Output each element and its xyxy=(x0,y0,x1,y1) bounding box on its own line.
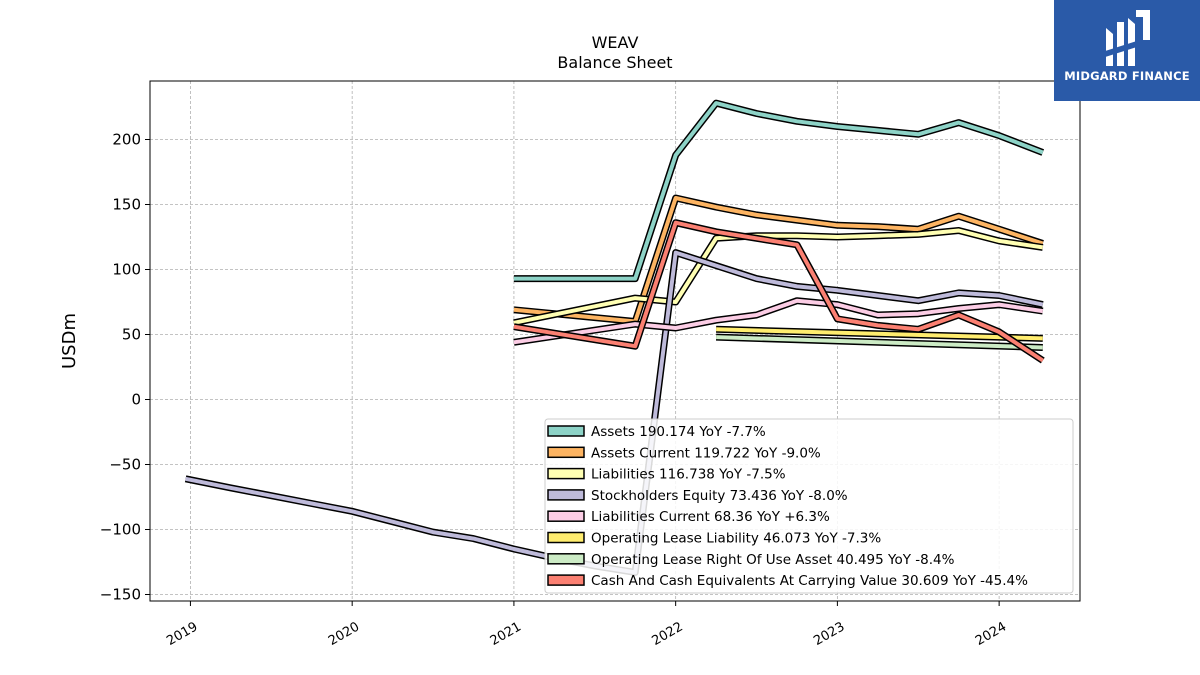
series-operating-lease-liability xyxy=(716,325,1043,342)
legend-label: Assets Current 119.722 YoY -9.0% xyxy=(591,445,821,461)
y-tick-label: 100 xyxy=(112,261,141,279)
y-tick-label: 0 xyxy=(131,391,141,409)
series-line xyxy=(716,335,1043,350)
logo-mark-hook xyxy=(1136,10,1150,40)
y-axis-label: USDm xyxy=(59,313,80,369)
series-liabilities-current xyxy=(513,297,1044,346)
legend-swatch xyxy=(547,574,585,586)
legend-label: Operating Lease Right Of Use Asset 40.49… xyxy=(591,552,955,568)
legend-label: Liabilities Current 68.36 YoY +6.3% xyxy=(591,509,830,525)
logo-text: MIDGARD FINANCE xyxy=(1064,69,1190,83)
legend-label: Liabilities 116.738 YoY -7.5% xyxy=(591,467,786,483)
chart-title: WEAV xyxy=(591,33,639,52)
legend-label: Assets 190.174 YoY -7.7% xyxy=(591,424,766,440)
y-tick-label: 200 xyxy=(112,131,141,149)
series-assets-current xyxy=(513,194,1044,325)
series-line xyxy=(513,298,1044,345)
logo-mark-slash xyxy=(1102,40,1140,58)
legend: Assets 190.174 YoY -7.7% Assets Current 1… xyxy=(544,418,1074,594)
midgard-logo-icon xyxy=(1102,10,1150,66)
x-tick-label: 2022 xyxy=(649,619,685,649)
y-tick-label: −50 xyxy=(109,456,141,474)
y-tick-label: 50 xyxy=(122,326,141,344)
legend-swatch xyxy=(547,425,585,437)
series-line-outline xyxy=(513,99,1045,283)
logo-mark-left xyxy=(1106,28,1113,66)
x-tick-label: 2023 xyxy=(811,619,847,649)
series-line xyxy=(513,220,1044,363)
logo-mark-mid xyxy=(1117,22,1124,66)
legend-box xyxy=(544,418,1074,594)
series-line xyxy=(513,101,1044,281)
logo-mark-right xyxy=(1128,18,1135,66)
legend-swatch xyxy=(547,510,585,522)
legend-label: Stockholders Equity 73.436 YoY -8.0% xyxy=(591,488,848,504)
legend-swatch xyxy=(547,489,585,501)
x-tick-label: 2021 xyxy=(488,619,524,649)
series-line xyxy=(716,327,1043,341)
legend-label: Operating Lease Liability 46.073 YoY -7.… xyxy=(591,531,881,547)
legend-swatch xyxy=(547,553,585,565)
series-cash-and-cash-equivalents-at-carrying-value xyxy=(513,219,1045,364)
plot-frame xyxy=(149,80,1081,602)
series-operating-lease-right-of-use-asset xyxy=(715,333,1043,351)
legend-swatch xyxy=(547,531,585,544)
legend-swatch xyxy=(547,446,585,459)
x-tick-label: 2020 xyxy=(326,619,362,649)
midgard-finance-logo: MIDGARD FINANCE xyxy=(1054,0,1200,101)
y-tick-label: −150 xyxy=(100,586,141,604)
y-tick-label: 150 xyxy=(112,196,141,214)
legend-label: Cash And Cash Equivalents At Carrying Va… xyxy=(591,573,1028,589)
x-tick-label: 2024 xyxy=(973,619,1009,649)
x-tick-label: 2019 xyxy=(164,619,200,649)
y-tick-label: −100 xyxy=(100,521,141,539)
legend-swatch xyxy=(547,467,585,480)
chart-subtitle: Balance Sheet xyxy=(557,53,673,72)
series-assets xyxy=(513,99,1045,283)
series-line xyxy=(513,196,1044,324)
